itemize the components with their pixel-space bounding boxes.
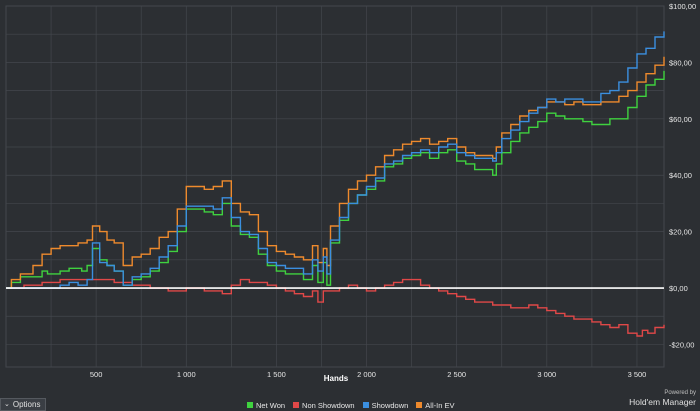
y-axis-ticks: -$20,00 $0,00 $20,00 $40,00 $60,00 $80,00 $100… (669, 2, 696, 349)
legend-swatch (247, 402, 253, 408)
x-tick-label: 500 (90, 370, 103, 379)
x-tick-label: 2 500 (447, 370, 466, 379)
options-label: Options (12, 399, 41, 409)
x-tick-label: 1 500 (267, 370, 286, 379)
legend-label: Non Showdown (302, 400, 355, 410)
legend-item[interactable]: Non Showdown (293, 400, 355, 410)
chevron-down-icon: ⌄ (4, 400, 10, 408)
x-tick-label: 1 000 (177, 370, 196, 379)
y-tick-label: $100,00 (669, 2, 696, 11)
legend-swatch (293, 402, 300, 408)
brand-name: Hold'em Manager (629, 397, 696, 407)
series-line-non-showdown (6, 278, 665, 337)
series-line-showdown (6, 31, 665, 289)
powered-by-text: Powered by (664, 390, 696, 396)
x-tick-label: 3 500 (628, 370, 647, 379)
x-axis-label: Hands (324, 374, 349, 383)
legend-label: All-In EV (425, 400, 455, 410)
legend-label: Showdown (371, 400, 409, 410)
powered-by: Powered by Hold'em Manager (629, 390, 696, 407)
legend-item[interactable]: Net Won (247, 400, 285, 410)
x-tick-label: 3 000 (537, 370, 556, 379)
legend-item[interactable]: Showdown (362, 400, 409, 410)
y-tick-label: $20,00 (669, 228, 692, 237)
x-axis-ticks: 500 1 000 1 500 2 000 2 500 3 000 3 500 (90, 370, 646, 379)
y-tick-label: -$20,00 (669, 340, 694, 349)
y-tick-label: $80,00 (669, 58, 692, 67)
legend-swatch (362, 402, 369, 408)
y-tick-label: $0,00 (669, 284, 688, 293)
series-lines (6, 31, 665, 337)
legend-item[interactable]: All-In EV (416, 400, 454, 410)
legend: Net Won Non Showdown Showdown All-In EV (247, 400, 454, 410)
options-button[interactable]: ⌄ Options (0, 398, 47, 411)
legend-swatch (416, 402, 423, 408)
y-tick-label: $40,00 (669, 171, 692, 180)
series-line-all-in-ev (6, 56, 665, 289)
legend-label: Net Won (256, 400, 286, 410)
y-tick-label: $60,00 (669, 115, 692, 124)
x-tick-label: 2 000 (357, 370, 376, 379)
